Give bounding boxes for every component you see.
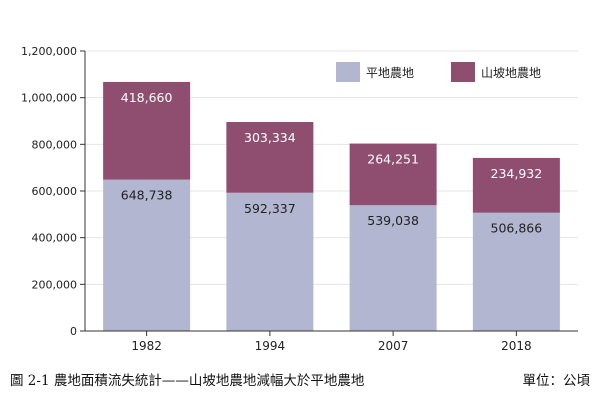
data-label: 234,932 [491,166,543,181]
x-tick-label: 2007 [378,339,409,353]
caption-unit: 單位：公頃 [522,373,591,389]
bars [103,81,560,331]
x-tick-label: 1994 [255,339,286,353]
legend-swatch-1 [451,62,475,82]
y-tick-label: 0 [70,325,77,338]
legend-label-1: 山坡地農地 [481,66,541,80]
bar-segment-2018-0 [472,212,560,331]
y-tick-label: 800,000 [32,138,78,151]
legend-swatch-0 [336,62,360,82]
data-labels: 648,738 418,660 592,337 303,334 539,038 264,2… [121,90,542,236]
data-label: 264,251 [367,152,419,167]
legend-label-0: 平地農地 [366,66,414,80]
x-tick-label: 2018 [501,339,532,353]
bar-segment-2007-1 [349,143,437,206]
y-tick-label: 200,000 [32,278,78,291]
data-label: 418,660 [121,90,173,105]
bar-segment-1982-0 [103,179,191,331]
bar-segment-2018-1 [472,157,560,213]
y-tick-label: 600,000 [32,185,78,198]
legend: 平地農地 山坡地農地 [336,62,541,82]
data-label: 303,334 [244,130,296,145]
y-tick-label: 1,000,000 [21,92,77,105]
data-label: 539,038 [367,213,419,228]
bar-segment-1982-1 [103,81,191,180]
y-tick-label: 400,000 [32,232,78,245]
y-tick-label: 1,200,000 [21,45,77,58]
bar-segment-1994-1 [226,122,314,193]
bar-segment-1994-0 [226,192,314,331]
axes: 0 200,000 400,000 600,000 800,000 1,000,000 1,… [21,45,578,353]
data-label: 592,337 [244,201,296,216]
data-label: 648,738 [121,188,173,203]
x-tick-label: 1982 [131,339,162,353]
figure-caption: 圖 2-1 農地面積流失統計——山坡地農地減幅大於平地農地 單位：公頃 [10,369,590,391]
bar-segment-2007-0 [349,205,437,331]
caption-title: 圖 2-1 農地面積流失統計——山坡地農地減幅大於平地農地 [10,373,365,389]
data-label: 506,866 [491,221,543,236]
